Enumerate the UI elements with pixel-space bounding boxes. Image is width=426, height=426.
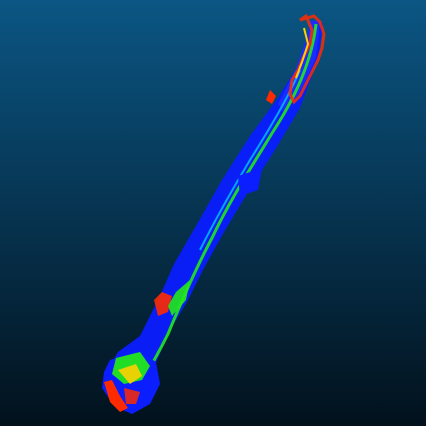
point-cloud-object <box>102 13 326 414</box>
point-cloud-ridge-secondary <box>199 69 301 251</box>
point-cloud-base-yellow <box>118 364 142 384</box>
point-cloud-fragment-mid <box>238 168 262 196</box>
point-cloud-lower-red <box>154 292 172 316</box>
point-cloud-lower-green <box>168 280 190 316</box>
point-cloud-base-red <box>104 380 128 412</box>
point-cloud-ridge <box>138 23 318 385</box>
point-cloud-top-yellow <box>295 27 310 79</box>
point-cloud-base-red-2 <box>124 388 140 404</box>
point-cloud-top-tip <box>288 13 326 105</box>
point-cloud-fragment-mid-red <box>266 90 276 104</box>
